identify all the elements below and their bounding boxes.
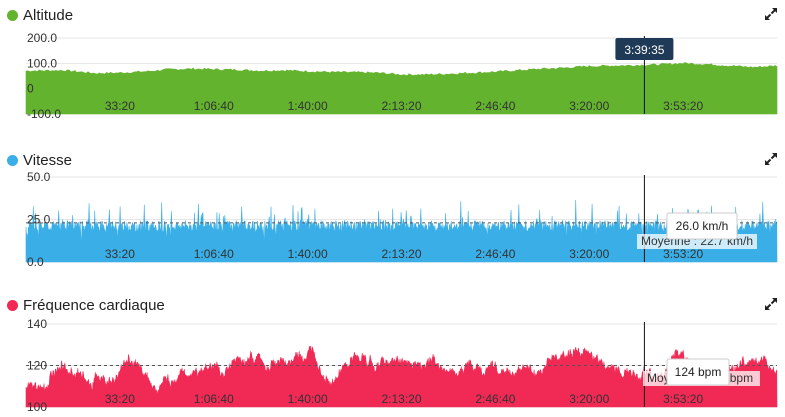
y-tick-label: 100	[27, 400, 47, 414]
y-tick-label: 25.0	[27, 213, 51, 227]
cursor-time-tooltip: 3:39:35	[615, 38, 674, 60]
x-tick-label: 33:20	[105, 392, 135, 406]
x-tick-label: 1:06:40	[194, 99, 234, 113]
cursor-value-label: 124 bpm	[675, 365, 722, 379]
x-tick-label: 3:53:20	[663, 392, 703, 406]
speed-title: Vitesse	[23, 151, 72, 169]
y-tick-label: 50.0	[27, 170, 51, 184]
x-tick-label: 1:40:00	[288, 247, 328, 261]
expand-arrows-icon[interactable]	[763, 6, 779, 22]
heart-rate-panel: Fréquence cardiaque 140 120 100 33:20 1:06:4…	[0, 294, 785, 414]
x-tick-label: 2:46:40	[475, 247, 515, 261]
expand-arrows-icon[interactable]	[763, 151, 779, 167]
cursor-value-label: 26.0 km/h	[676, 219, 729, 233]
series-area	[25, 62, 778, 115]
x-tick-label: 3:20:00	[569, 247, 609, 261]
speed-chart[interactable]: 50.0 25.0 0.0 33:20 1:06:40 1:40:00 2:13:20 2:4…	[0, 149, 785, 269]
x-tick-label: 2:46:40	[475, 392, 515, 406]
x-tick-label: 1:40:00	[288, 392, 328, 406]
y-tick-label: 120	[27, 359, 47, 373]
altitude-chart[interactable]: 200.0 100.0 0 -100.0 33:20 1:06:40 1:40:00 2:13…	[0, 4, 785, 122]
x-tick-label: 2:13:20	[381, 247, 421, 261]
x-tick-label: 2:13:20	[381, 99, 421, 113]
y-tick-label: -100.0	[27, 107, 61, 121]
altitude-title: Altitude	[23, 6, 74, 24]
expand-arrows-icon[interactable]	[763, 296, 779, 312]
altitude-header: Altitude	[7, 4, 73, 26]
cursor-value-tooltip: 26.0 km/h	[666, 212, 738, 240]
y-tick-label: 0.0	[27, 255, 44, 269]
x-tick-label: 3:53:20	[663, 247, 703, 261]
speed-panel: Vitesse 50.0 25.0 0.0 33:20 1:06:40 1:40:00 2:…	[0, 149, 785, 269]
speed-legend-dot	[7, 154, 18, 166]
y-tick-label: 0	[27, 82, 34, 96]
x-tick-label: 33:20	[105, 99, 135, 113]
x-tick-label: 1:40:00	[288, 99, 328, 113]
y-tick-label: 200.0	[27, 31, 57, 45]
x-tick-label: 3:53:20	[663, 99, 703, 113]
cursor-value-tooltip: 124 bpm	[666, 358, 730, 386]
y-tick-label: 140	[27, 317, 47, 331]
x-tick-label: 2:13:20	[381, 392, 421, 406]
speed-header: Vitesse	[7, 149, 72, 171]
heart-rate-legend-dot	[7, 299, 18, 311]
x-tick-label: 3:20:00	[569, 99, 609, 113]
heart-rate-title: Fréquence cardiaque	[23, 296, 165, 314]
x-tick-label: 1:06:40	[194, 392, 234, 406]
altitude-panel: Altitude 200.0 100.0 0 -100.0 33:20 1:06:40 1:…	[0, 4, 785, 122]
y-tick-label: 100.0	[27, 56, 57, 70]
heart-rate-chart[interactable]: 140 120 100 33:20 1:06:40 1:40:00 2:13:20 2:46:…	[0, 294, 785, 414]
x-tick-label: 2:46:40	[475, 99, 515, 113]
x-tick-label: 1:06:40	[194, 247, 234, 261]
cursor-time-label: 3:39:35	[624, 43, 664, 57]
tooltip-box	[666, 358, 730, 386]
altitude-legend-dot	[7, 9, 18, 21]
tooltip-box	[666, 212, 738, 240]
series-area	[25, 199, 778, 263]
heart-rate-header: Fréquence cardiaque	[7, 294, 165, 316]
x-tick-label: 33:20	[105, 247, 135, 261]
tooltip-box	[615, 38, 674, 60]
x-tick-label: 3:20:00	[569, 392, 609, 406]
